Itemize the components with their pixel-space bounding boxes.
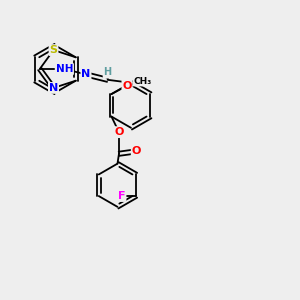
Text: N: N [49,83,58,93]
Text: H: H [103,67,112,77]
Text: O: O [132,146,141,156]
Text: O: O [122,81,132,91]
Text: F: F [118,191,125,201]
Text: NH: NH [56,64,73,74]
Text: S: S [50,45,58,55]
Text: O: O [114,127,124,137]
Text: CH₃: CH₃ [134,77,152,86]
Text: N: N [81,69,91,80]
